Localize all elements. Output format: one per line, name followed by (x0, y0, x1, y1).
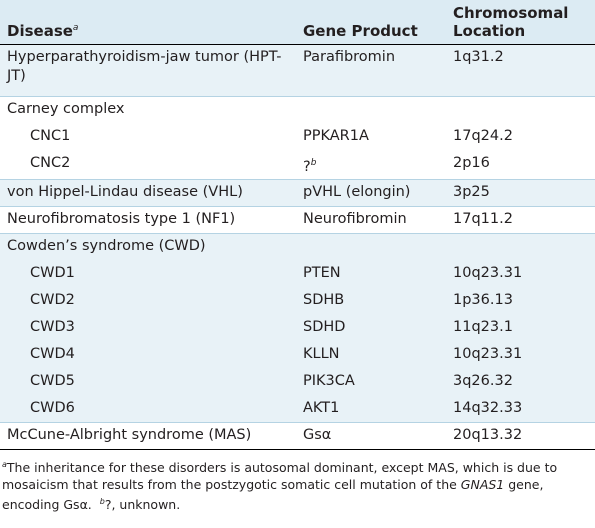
disease-cell: Hyperparathyroidism-jaw tumor (HPT-JT) (0, 44, 296, 97)
footnote-mark-a: a (2, 460, 7, 470)
disease-cell: CWD3 (0, 314, 296, 342)
gene-cell: KLLN (296, 341, 446, 369)
disease-cell: CWD2 (0, 287, 296, 315)
table-footnote: aThe inheritance for these disorders is … (0, 450, 595, 513)
gene-cell: AKT1 (296, 395, 446, 423)
footnote-mark-b: b (99, 497, 105, 507)
gene-cell: SDHB (296, 287, 446, 315)
table-row: McCune-Albright syndrome (MAS) Gsα 20q13… (0, 422, 595, 451)
header-row: Diseasea Gene Product Chromosomal Locati… (0, 0, 595, 45)
table-row: Hyperparathyroidism-jaw tumor (HPT-JT) P… (0, 44, 595, 97)
disease-cell: CWD5 (0, 368, 296, 396)
location-cell: 3p25 (446, 179, 595, 207)
table-row: CWD5 PIK3CA 3q26.32 (0, 368, 595, 396)
footnote-gene-name: GNAS1 (460, 477, 505, 493)
disease-cell: von Hippel-Lindau disease (VHL) (0, 179, 296, 207)
footnote-text-a-end: gene, encoding Gsα. (2, 477, 544, 513)
gene-cell (296, 233, 446, 261)
table-row: CWD6 AKT1 14q32.33 (0, 395, 595, 423)
header-chromosomal-location: Chromosomal Location (446, 0, 595, 45)
location-cell: 17q11.2 (446, 206, 595, 234)
location-cell: 1p36.13 (446, 287, 595, 315)
table-row: CWD1 PTEN 10q23.31 (0, 260, 595, 288)
gene-cell: Neurofibromin (296, 206, 446, 234)
disease-cell: CWD1 (0, 260, 296, 288)
location-cell (446, 233, 595, 261)
disease-cell: Carney complex (0, 96, 296, 124)
table-row: Neurofibromatosis type 1 (NF1) Neurofibr… (0, 206, 595, 234)
location-cell: 11q23.1 (446, 314, 595, 342)
disease-cell: CWD6 (0, 395, 296, 423)
location-cell: 10q23.31 (446, 341, 595, 369)
disease-cell: McCune-Albright syndrome (MAS) (0, 422, 296, 451)
gene-cell: Gsα (296, 422, 446, 451)
table: Diseasea Gene Product Chromosomal Locati… (0, 0, 595, 451)
table-row: von Hippel-Lindau disease (VHL) pVHL (el… (0, 179, 595, 207)
gene-cell: PPKAR1A (296, 123, 446, 151)
table-row: CWD4 KLLN 10q23.31 (0, 341, 595, 369)
gene-value: ? (303, 158, 311, 175)
location-cell: 3q26.32 (446, 368, 595, 396)
disease-cell: Cowden’s syndrome (CWD) (0, 233, 296, 261)
location-cell: 14q32.33 (446, 395, 595, 423)
header-gene-product: Gene Product (296, 0, 446, 45)
location-cell: 1q31.2 (446, 44, 595, 97)
table-row: CNC1 PPKAR1A 17q24.2 (0, 123, 595, 151)
gene-cell: PTEN (296, 260, 446, 288)
location-cell: 17q24.2 (446, 123, 595, 151)
table-row: CWD2 SDHB 1p36.13 (0, 287, 595, 315)
location-cell: 10q23.31 (446, 260, 595, 288)
disease-cell: Neurofibromatosis type 1 (NF1) (0, 206, 296, 234)
footnote-mark-a: a (72, 23, 79, 33)
disease-cell: CWD4 (0, 341, 296, 369)
header-disease-label: Disease (7, 22, 73, 40)
table-row: CWD3 SDHD 11q23.1 (0, 314, 595, 342)
gene-cell: PIK3CA (296, 368, 446, 396)
table-row: CNC2 ?b 2p16 (0, 150, 595, 180)
footnote-text-b: ?, unknown. (104, 497, 181, 513)
disease-cell: CNC1 (0, 123, 296, 151)
location-cell: 2p16 (446, 150, 595, 180)
disease-cell: CNC2 (0, 150, 296, 180)
genetics-table: Diseasea Gene Product Chromosomal Locati… (0, 0, 595, 451)
location-cell: 20q13.32 (446, 422, 595, 451)
gene-cell: Parafibromin (296, 44, 446, 97)
table-row: Cowden’s syndrome (CWD) (0, 233, 595, 261)
footnote-text-a: The inheritance for these disorders is a… (2, 460, 558, 493)
header-disease: Diseasea (0, 0, 296, 45)
gene-cell: SDHD (296, 314, 446, 342)
footnote-mark-b: b (310, 157, 317, 168)
gene-cell: pVHL (elongin) (296, 179, 446, 207)
gene-cell (296, 96, 446, 124)
gene-cell: ?b (296, 150, 446, 180)
table-row: Carney complex (0, 96, 595, 124)
location-cell (446, 96, 595, 124)
